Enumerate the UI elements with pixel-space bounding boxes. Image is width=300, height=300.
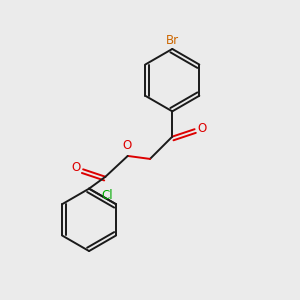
Text: O: O: [71, 161, 81, 174]
Text: Br: Br: [166, 34, 179, 46]
Text: O: O: [197, 122, 206, 135]
Text: Cl: Cl: [101, 189, 113, 202]
Text: O: O: [122, 139, 132, 152]
